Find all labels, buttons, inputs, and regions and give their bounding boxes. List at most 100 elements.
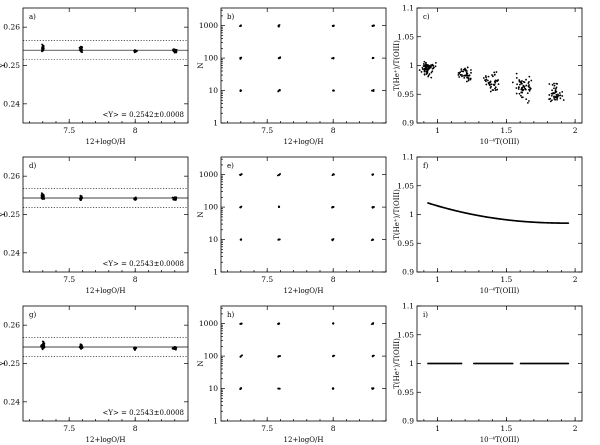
x-tick-label: 2 xyxy=(573,275,578,284)
data-point xyxy=(460,68,463,70)
data-point xyxy=(524,87,526,90)
data-point xyxy=(42,197,45,200)
data-point xyxy=(172,198,175,201)
data-point xyxy=(133,349,136,352)
data-point xyxy=(496,79,499,82)
panel-h: 7.5 8 1 10 100 1000 12+logO/H Nh) xyxy=(197,305,387,444)
x-tick-label: 8 xyxy=(133,424,138,433)
x-tick-label: 7.5 xyxy=(63,424,75,433)
data-point xyxy=(424,66,427,68)
data-point xyxy=(556,98,558,101)
data-point xyxy=(491,89,494,91)
data-point xyxy=(492,75,494,78)
data-point xyxy=(241,354,244,357)
panel-label: e) xyxy=(227,162,234,170)
data-point xyxy=(81,347,84,349)
y-tick-label: 1.1 xyxy=(402,302,414,311)
data-point xyxy=(428,73,431,75)
data-point xyxy=(424,64,427,67)
data-point xyxy=(518,80,521,82)
data-point xyxy=(428,65,431,68)
panel-g: 7.5 8 0.24 0.25 0.26 12+logO/H Yg) <Y> = 0.2543… xyxy=(0,305,189,444)
data-point xyxy=(277,57,280,59)
y-tick-label: 10 xyxy=(208,384,218,393)
y-axis-label: N xyxy=(197,62,205,68)
data-point xyxy=(490,83,493,86)
data-point xyxy=(519,94,522,97)
x-axis-label: 12+logO/H xyxy=(284,138,324,146)
data-point xyxy=(240,56,243,59)
data-point xyxy=(494,79,497,82)
data-point xyxy=(40,195,43,198)
data-point xyxy=(78,49,81,51)
data-point xyxy=(372,173,375,176)
data-point xyxy=(518,83,521,86)
data-point xyxy=(555,93,558,96)
data-point xyxy=(332,387,335,390)
data-point xyxy=(134,197,137,199)
y-tick-label: 1 xyxy=(409,61,414,70)
data-point xyxy=(496,88,499,91)
panel-i: 1 1.5 2 0.9 0.95 1 1.05 1.1 10⁻⁴T(OIII) T(He⁺)/T(… xyxy=(393,302,583,444)
data-point xyxy=(422,65,425,68)
x-tick-label: 7.5 xyxy=(261,424,273,433)
data-point xyxy=(423,70,426,73)
data-point xyxy=(332,89,335,92)
data-point xyxy=(548,94,551,96)
data-point xyxy=(277,238,280,241)
y-axis-label: T(He⁺)/T(OIII) xyxy=(393,338,401,389)
x-tick-label: 8 xyxy=(331,424,336,433)
data-point xyxy=(469,77,472,80)
y-axis-label: Y xyxy=(0,63,7,69)
data-point xyxy=(422,63,425,65)
data-point xyxy=(464,67,466,70)
y-tick-label: 0.24 xyxy=(3,397,20,406)
data-point xyxy=(466,72,468,75)
y-tick-label: 0.26 xyxy=(3,23,20,32)
y-tick-label: 0.24 xyxy=(3,99,20,108)
data-point xyxy=(522,88,525,91)
data-point xyxy=(278,387,281,390)
y-axis-label: T(He⁺)/T(OIII) xyxy=(393,189,401,240)
data-point xyxy=(553,87,555,90)
data-point xyxy=(470,71,472,74)
data-point xyxy=(78,46,81,49)
y-axis-label: N xyxy=(197,360,205,366)
y-tick-label: 1000 xyxy=(199,170,218,179)
y-axis-label: Y xyxy=(0,212,7,218)
data-point xyxy=(173,346,176,349)
data-point xyxy=(518,92,521,95)
panel-label: f) xyxy=(423,162,429,170)
data-point xyxy=(555,86,558,89)
data-point xyxy=(530,79,533,82)
data-point xyxy=(527,85,530,88)
data-point xyxy=(41,346,44,349)
x-tick-label: 8 xyxy=(331,275,336,284)
data-point xyxy=(553,95,555,98)
data-point xyxy=(175,51,178,54)
data-point xyxy=(277,24,280,27)
data-point xyxy=(464,74,466,77)
x-tick-label: 1.5 xyxy=(500,275,512,284)
y-tick-label: 0.9 xyxy=(402,119,414,128)
data-point xyxy=(40,345,42,348)
x-axis-label: 12+logO/H xyxy=(86,287,126,295)
data-point xyxy=(80,196,83,198)
data-point xyxy=(421,66,424,69)
data-point xyxy=(493,71,496,74)
y-tick-label: 1.05 xyxy=(397,330,414,339)
data-point xyxy=(550,94,553,97)
data-point xyxy=(467,79,470,82)
data-point xyxy=(558,94,560,97)
data-point xyxy=(278,206,281,208)
y-tick-label: 0.26 xyxy=(3,321,20,330)
data-point xyxy=(522,80,525,83)
y-tick-label: 0.9 xyxy=(402,268,414,277)
data-point xyxy=(548,83,551,85)
panel-b: 7.5 8 1 10 100 1000 12+logO/H Nb) xyxy=(197,7,387,146)
x-tick-label: 1.5 xyxy=(500,126,512,135)
data-point xyxy=(515,72,518,75)
data-point xyxy=(457,74,460,76)
data-point xyxy=(423,73,426,76)
data-point xyxy=(494,87,496,90)
